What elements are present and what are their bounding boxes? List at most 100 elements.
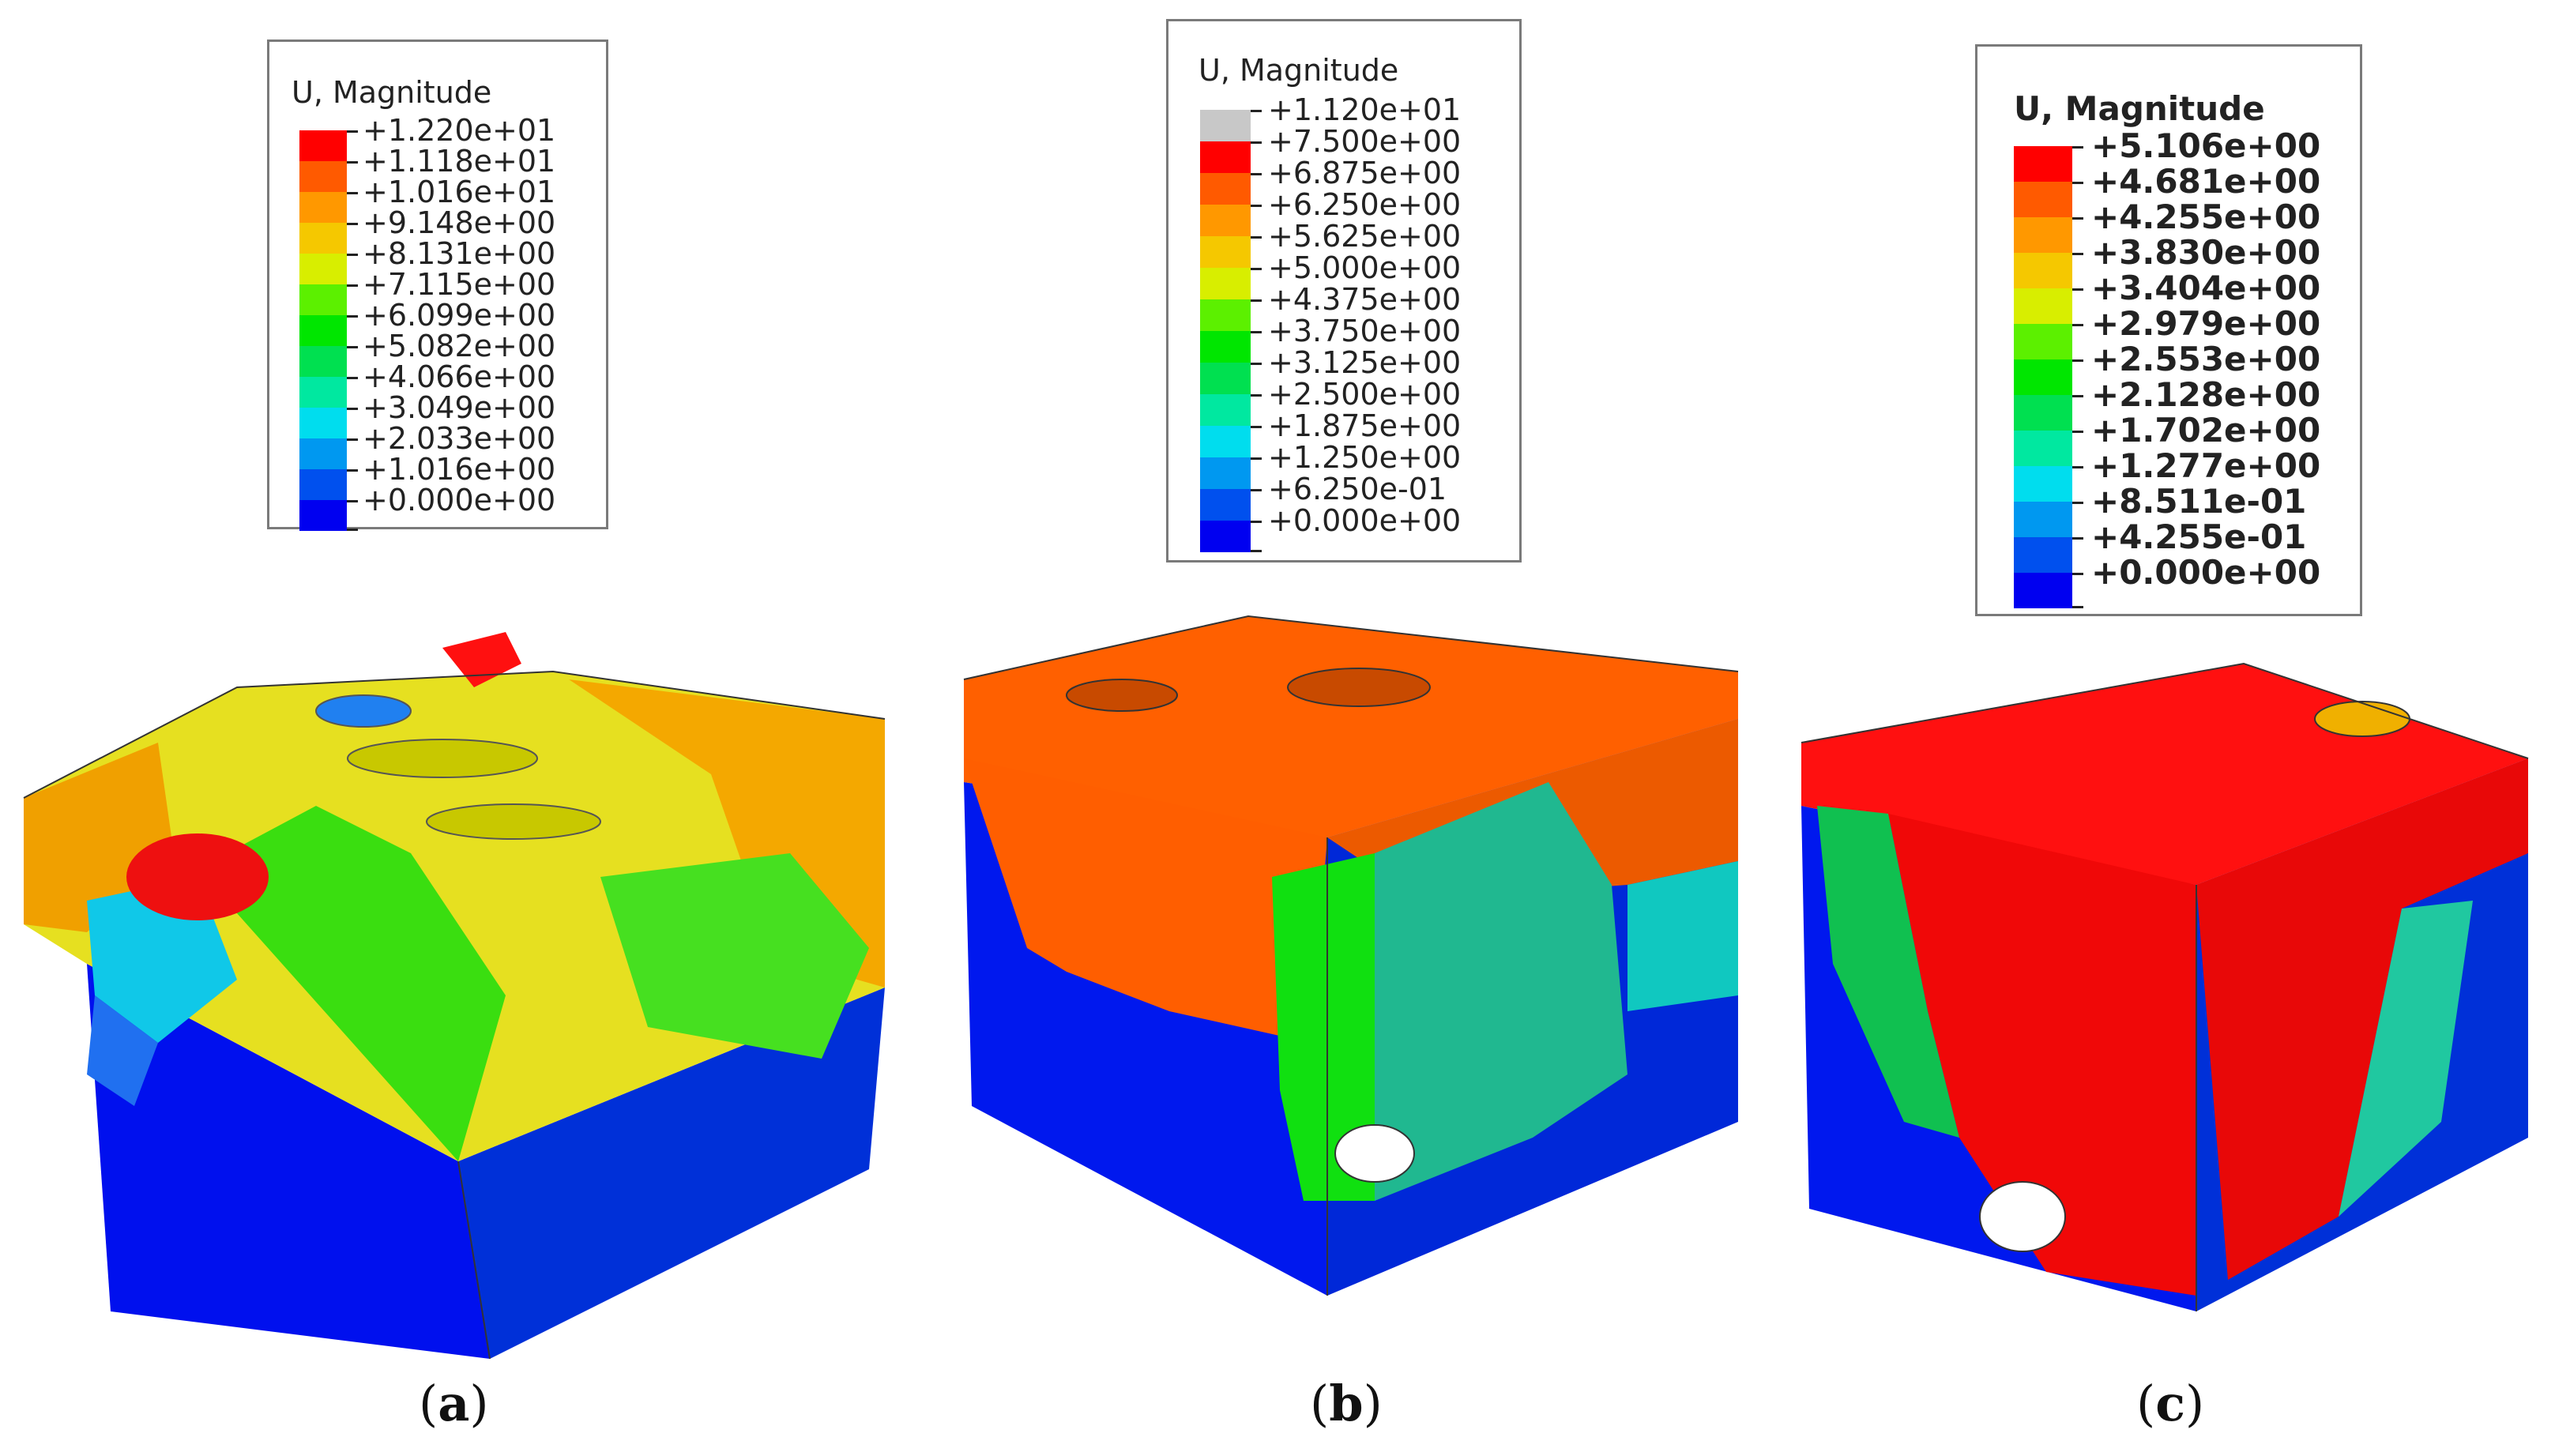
legend-swatch [299,408,347,438]
legend-value: +3.404e+00 [2091,269,2321,307]
teal-region [1375,782,1627,1201]
legend-tick [2072,288,2083,291]
legend-value: +2.979e+00 [2091,304,2321,343]
legend-tick [1251,141,1262,144]
green-region [198,806,506,1161]
lightblue-region [87,995,158,1106]
legend-value: +3.049e+00 [363,390,556,425]
legend-tick [347,192,358,194]
green-right-region [600,853,869,1059]
legend-tick [2072,217,2083,220]
block-front-face [87,964,490,1359]
legend-value: +6.250e-01 [1268,472,1447,506]
legend-swatch [2014,537,2072,573]
legend-tick [347,161,358,164]
legend-tick [347,500,358,502]
legend-swatch [299,254,347,284]
legend-value: +3.830e+00 [2091,233,2321,272]
legend-value: +9.148e+00 [363,205,556,240]
legend-a: U, Magnitude +1.220e+01 +1.118e+01 +1.016e… [267,40,608,531]
legend-swatch [1200,426,1251,457]
legend-value: +0.000e+00 [2091,553,2321,592]
legend-swatch [299,223,347,254]
legend-tick [2072,466,2083,468]
legend-value: +3.125e+00 [1268,345,1462,380]
legend-tick [1251,394,1262,397]
legend-swatch [299,469,347,500]
panel-caption-a: (a) [419,1375,489,1432]
legend-swatch [1200,205,1251,236]
red-hotspot [126,833,269,920]
legend-value: +0.000e+00 [363,483,556,517]
legend-value: +1.702e+00 [2091,411,2321,450]
legend-tick [1251,521,1262,523]
legend-tick [1251,363,1262,365]
legend-value: +8.511e-01 [2091,482,2307,521]
block-top-face [24,672,885,1161]
teal-right-region [1627,861,1738,1011]
legend-value: +4.066e+00 [363,359,556,394]
block-edge [1801,662,2529,759]
legend-swatch [2014,288,2072,324]
green-region [1272,853,1375,1201]
legend-swatch [299,130,347,161]
legend-swatch [1200,394,1251,426]
legend-swatch [1200,363,1251,394]
legend-b: U, Magnitude +1.120e+01 +7.500e+00 +6.875e… [1166,19,1522,562]
block-edge [963,615,1739,680]
block-edge [457,1161,491,1360]
legend-tick [347,529,358,531]
legend-value: +1.250e+00 [1268,440,1462,475]
legend-tick [2072,253,2083,255]
legend-value: +1.875e+00 [1268,408,1462,443]
legend-swatch [2014,182,2072,217]
legend-tick [2072,606,2083,608]
legend-swatch [299,438,347,469]
hole [315,694,412,728]
legend-swatch [299,377,347,408]
legend-swatch [1200,457,1251,489]
panel-caption-c: (c) [2136,1375,2205,1432]
legend-swatch [1200,236,1251,268]
legend-value: +2.500e+00 [1268,377,1462,412]
hole [2314,701,2410,737]
legend-tick [2072,324,2083,326]
legend-value: +4.681e+00 [2091,162,2321,201]
legend-swatch [1200,299,1251,331]
legend-value: +3.750e+00 [1268,314,1462,348]
legend-swatch [1200,521,1251,552]
legend-swatch [2014,395,2072,431]
legend-value: +2.553e+00 [2091,340,2321,378]
legend-swatch [299,315,347,346]
legend-tick [1251,331,1262,333]
legend-swatch [1200,141,1251,173]
legend-tick [2072,146,2083,149]
legend-tick [347,469,358,472]
legend-tick [1251,110,1262,112]
displacement-render-c [1801,662,2529,1311]
block-edge [23,670,886,799]
panel-caption-b: (b) [1310,1375,1383,1432]
hole-white [1979,1181,2066,1252]
legend-tick [2072,502,2083,504]
legend-value: +4.255e+00 [2091,198,2321,236]
legend-value: +6.250e+00 [1268,187,1462,222]
legend-swatch [2014,502,2072,537]
gradient-right-band [2339,901,2473,1217]
red-side-region [2196,758,2528,1280]
legend-swatch [2014,324,2072,359]
legend-value: +1.118e+01 [363,144,556,179]
displacement-render-b [963,615,1739,1296]
legend-value: +5.625e+00 [1268,219,1462,254]
legend-swatch [2014,253,2072,288]
legend-value: +6.099e+00 [363,298,556,333]
legend-swatch [1200,489,1251,521]
legend-tick [347,130,358,133]
legend-value: +1.016e+00 [363,452,556,487]
legend-tick [347,223,358,225]
red-front-region [1888,814,2196,1296]
legend-tick [347,315,358,318]
legend-tick [347,254,358,256]
legend-tick [2072,537,2083,540]
legend-tick [347,284,358,287]
